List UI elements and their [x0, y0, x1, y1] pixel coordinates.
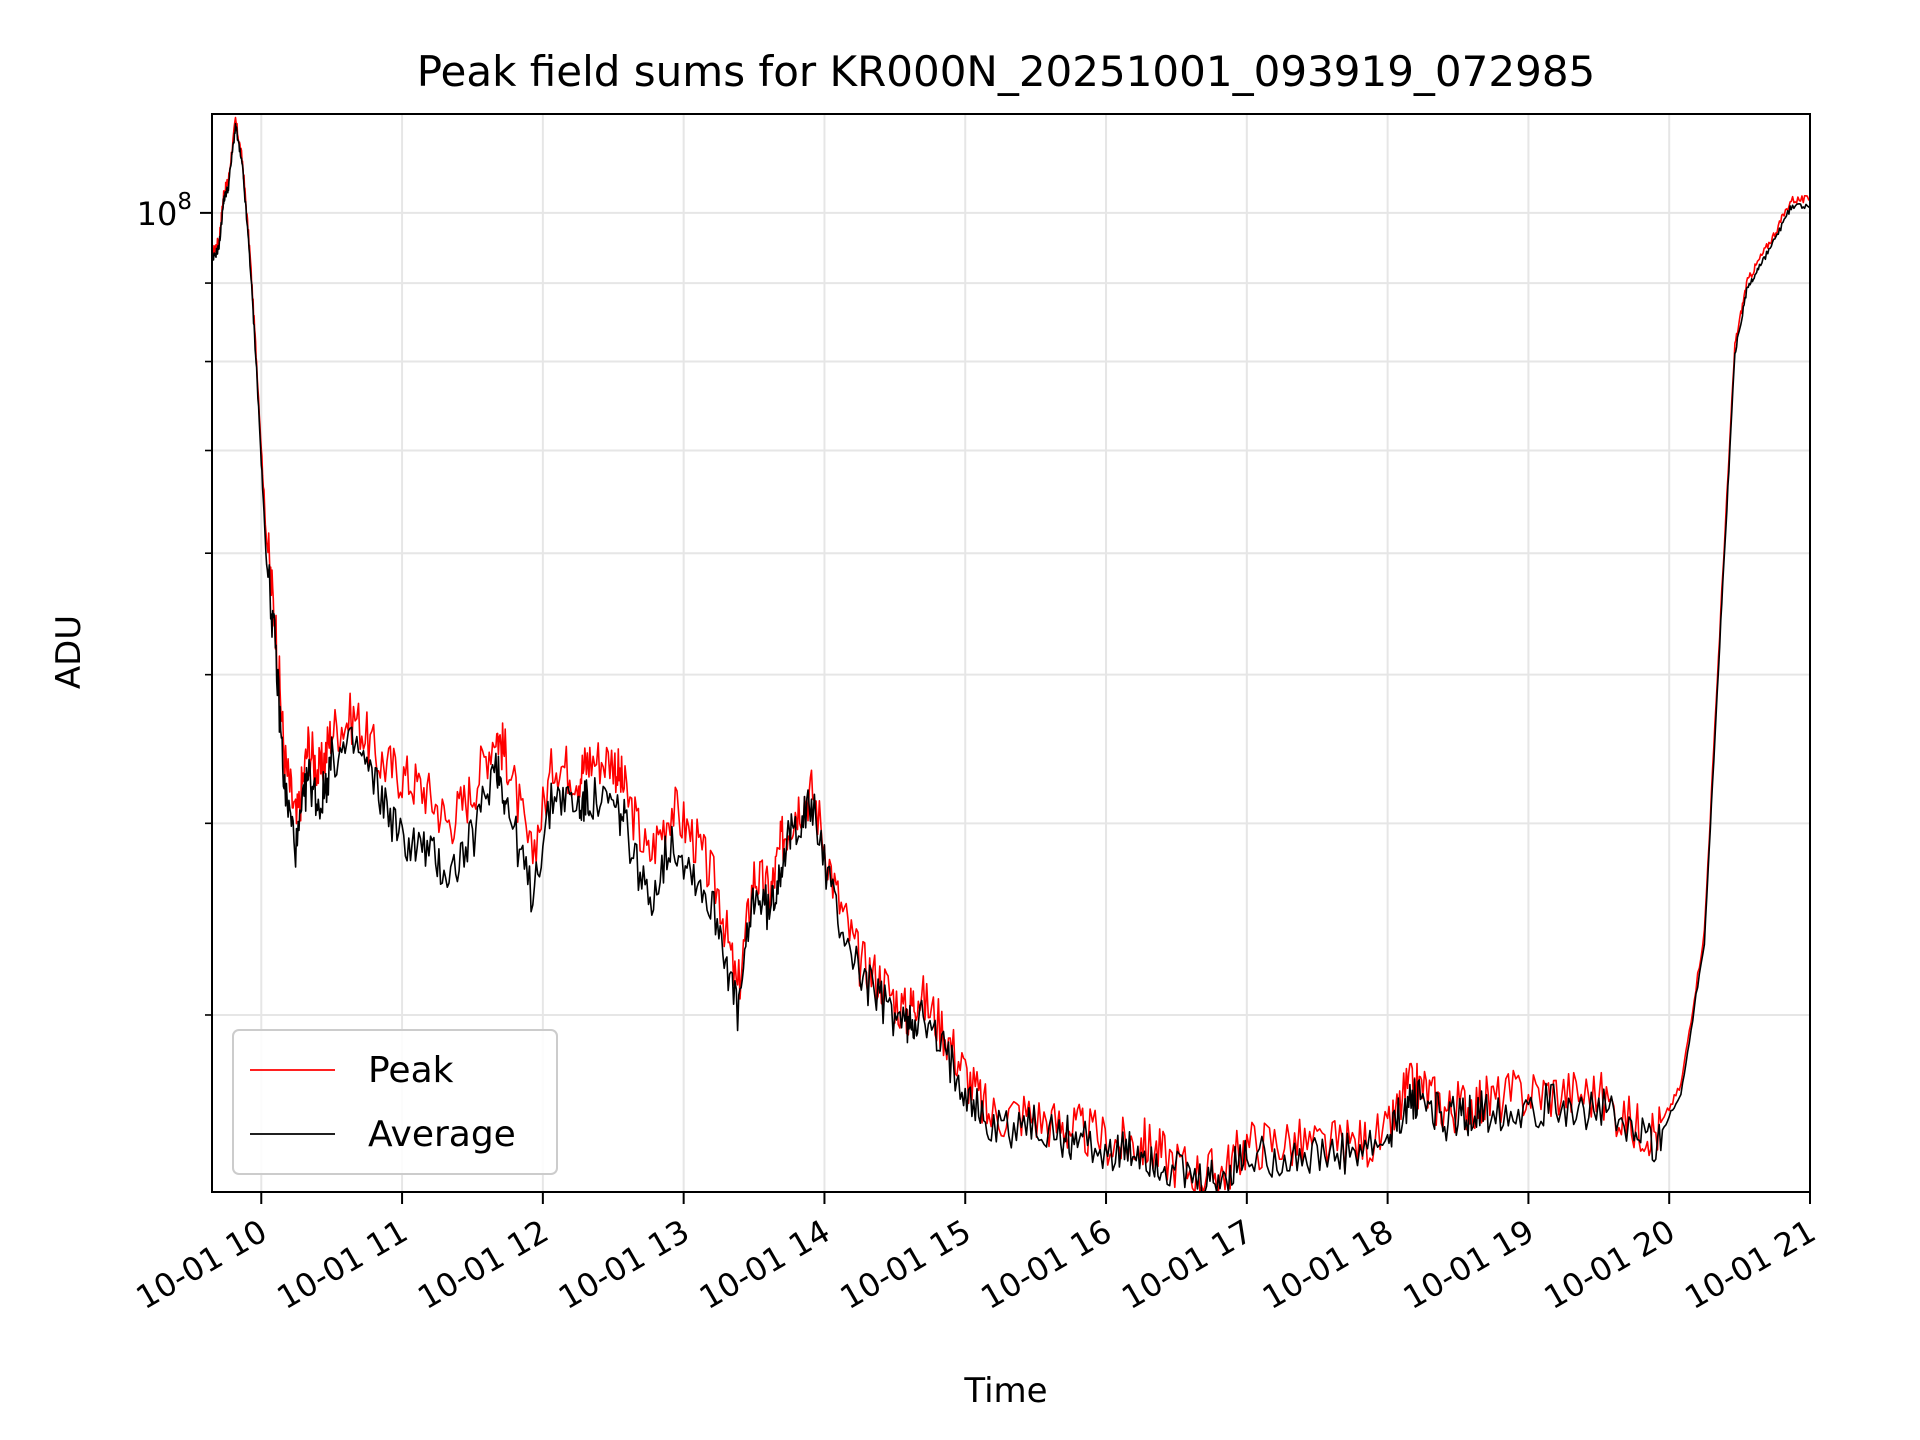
series-lines: [211, 116, 1811, 1193]
y-tick-label-base: 10: [137, 195, 178, 233]
legend-label: Peak: [368, 1050, 454, 1091]
legend-box: [232, 1029, 558, 1175]
plot-frame: [211, 113, 1811, 1193]
series-line-average: [211, 122, 1811, 1193]
y-tick-label-exponent: 8: [177, 189, 192, 215]
y-axis-label: ADU: [49, 615, 89, 689]
y-tick-label: 108: [137, 189, 192, 233]
legend: Peak Average: [232, 1029, 558, 1175]
legend-label: Average: [368, 1114, 516, 1155]
chart-title: Peak field sums for KR000N_20251001_0939…: [417, 47, 1596, 96]
x-axis-label: Time: [963, 1371, 1047, 1411]
series-line-peak: [211, 116, 1811, 1193]
y-axis: 108: [137, 189, 212, 1016]
